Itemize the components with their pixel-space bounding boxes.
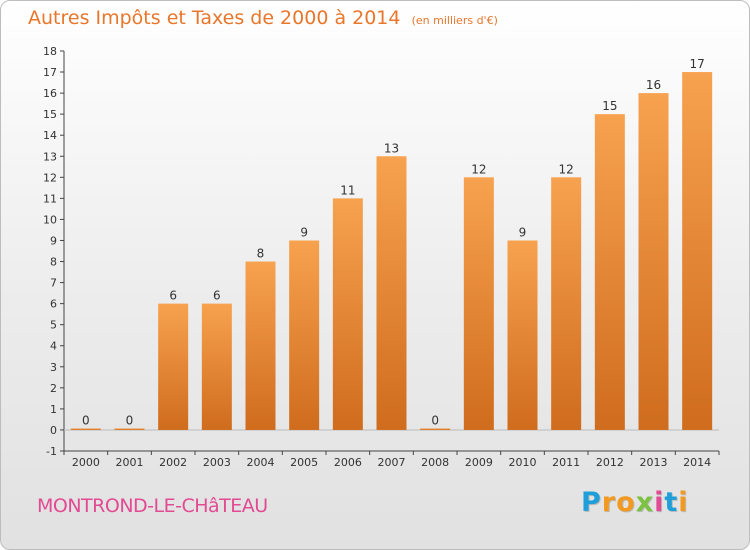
logo-letter: t (664, 487, 679, 518)
x-tick-label: 2000 (72, 456, 100, 469)
y-tick-label: 3 (50, 361, 57, 374)
y-tick-label: 4 (50, 340, 57, 353)
data-label-2013: 16 (646, 78, 661, 92)
bar-2012 (594, 114, 625, 430)
data-label-2004: 8 (257, 247, 265, 261)
x-tick-label: 2005 (290, 456, 318, 469)
data-label-2003: 6 (213, 289, 221, 303)
data-label-2011: 12 (559, 162, 574, 176)
x-tick-label: 2014 (683, 456, 711, 469)
x-tick-label: 2010 (509, 456, 537, 469)
logo-letter: x (635, 487, 655, 518)
bar-2002 (158, 303, 189, 430)
x-tick-label: 2004 (247, 456, 275, 469)
x-tick-label: 2002 (159, 456, 187, 469)
bar-2007 (376, 156, 407, 430)
y-tick-label: 15 (43, 108, 57, 121)
bar-2001 (114, 428, 145, 430)
data-label-2008: 0 (431, 413, 439, 427)
y-tick-label: 6 (50, 298, 57, 311)
data-label-2001: 0 (126, 413, 134, 427)
bar-2003 (201, 303, 232, 430)
bar-2004 (245, 261, 276, 430)
proxiti-logo: Proxiti (581, 487, 689, 518)
data-label-2006: 11 (340, 183, 355, 197)
x-tick-label: 2011 (552, 456, 580, 469)
logo-letter: P (581, 487, 602, 518)
data-label-2000: 0 (82, 413, 90, 427)
logo-letter: r (601, 487, 617, 518)
bar-2006 (332, 198, 363, 430)
chart-title-block: Autres Impôts et Taxes de 2000 à 2014 (e… (28, 7, 498, 29)
y-tick-label: 9 (50, 234, 57, 247)
data-label-2014: 17 (690, 57, 705, 71)
x-tick-label: 2009 (465, 456, 493, 469)
data-label-2012: 15 (602, 99, 617, 113)
bar-2010 (507, 240, 538, 430)
bar-2005 (289, 240, 320, 430)
bar-2013 (638, 93, 669, 430)
y-tick-label: 5 (50, 319, 57, 332)
y-tick-label: 14 (43, 129, 57, 142)
bar-2008 (420, 428, 451, 430)
logo-letter: i (654, 487, 665, 518)
y-tick-label: -1 (46, 445, 57, 458)
chart-title: Autres Impôts et Taxes de 2000 à 2014 (28, 7, 401, 29)
y-tick-label: 1 (50, 403, 57, 416)
bar-2011 (551, 177, 582, 430)
y-tick-label: 11 (43, 192, 57, 205)
logo-letter: i (678, 487, 689, 518)
x-tick-label: 2008 (421, 456, 449, 469)
town-name: MONTROND-LE-CHâTEAU (37, 495, 268, 517)
bars (70, 72, 713, 430)
bar-2000 (70, 428, 101, 430)
bar-2014 (682, 72, 713, 430)
data-label-2010: 9 (519, 225, 527, 239)
x-tick-label: 2012 (596, 456, 624, 469)
data-labels: 0 0 6 6 8 9 11 13 0 12 9 12 15 16 17 (82, 57, 705, 427)
logo-letter: o (616, 487, 636, 518)
y-tick-label: 10 (43, 213, 57, 226)
x-tick-label: 2013 (640, 456, 668, 469)
y-tick-label: 13 (43, 150, 57, 163)
y-tick-label: 2 (50, 382, 57, 395)
y-tick-label: 0 (50, 424, 57, 437)
data-label-2007: 13 (384, 141, 399, 155)
data-label-2005: 9 (300, 225, 308, 239)
x-axis: 2000 2001 2002 2003 2004 2005 2006 2007 2008 2009… (63, 429, 720, 469)
x-tick-label: 2007 (378, 456, 406, 469)
data-label-2009: 12 (471, 162, 486, 176)
bar-2009 (463, 177, 494, 430)
data-label-2002: 6 (169, 289, 177, 303)
y-tick-label: 17 (43, 66, 57, 79)
y-tick-label: 12 (43, 171, 57, 184)
y-tick-label: 18 (43, 45, 57, 58)
x-tick-label: 2001 (116, 456, 144, 469)
x-tick-label: 2006 (334, 456, 362, 469)
x-tick-label: 2003 (203, 456, 231, 469)
y-tick-label: 7 (50, 277, 57, 290)
y-tick-label: 16 (43, 87, 57, 100)
y-tick-label: 8 (50, 256, 57, 269)
chart-subtitle: (en milliers d'€) (411, 14, 498, 27)
